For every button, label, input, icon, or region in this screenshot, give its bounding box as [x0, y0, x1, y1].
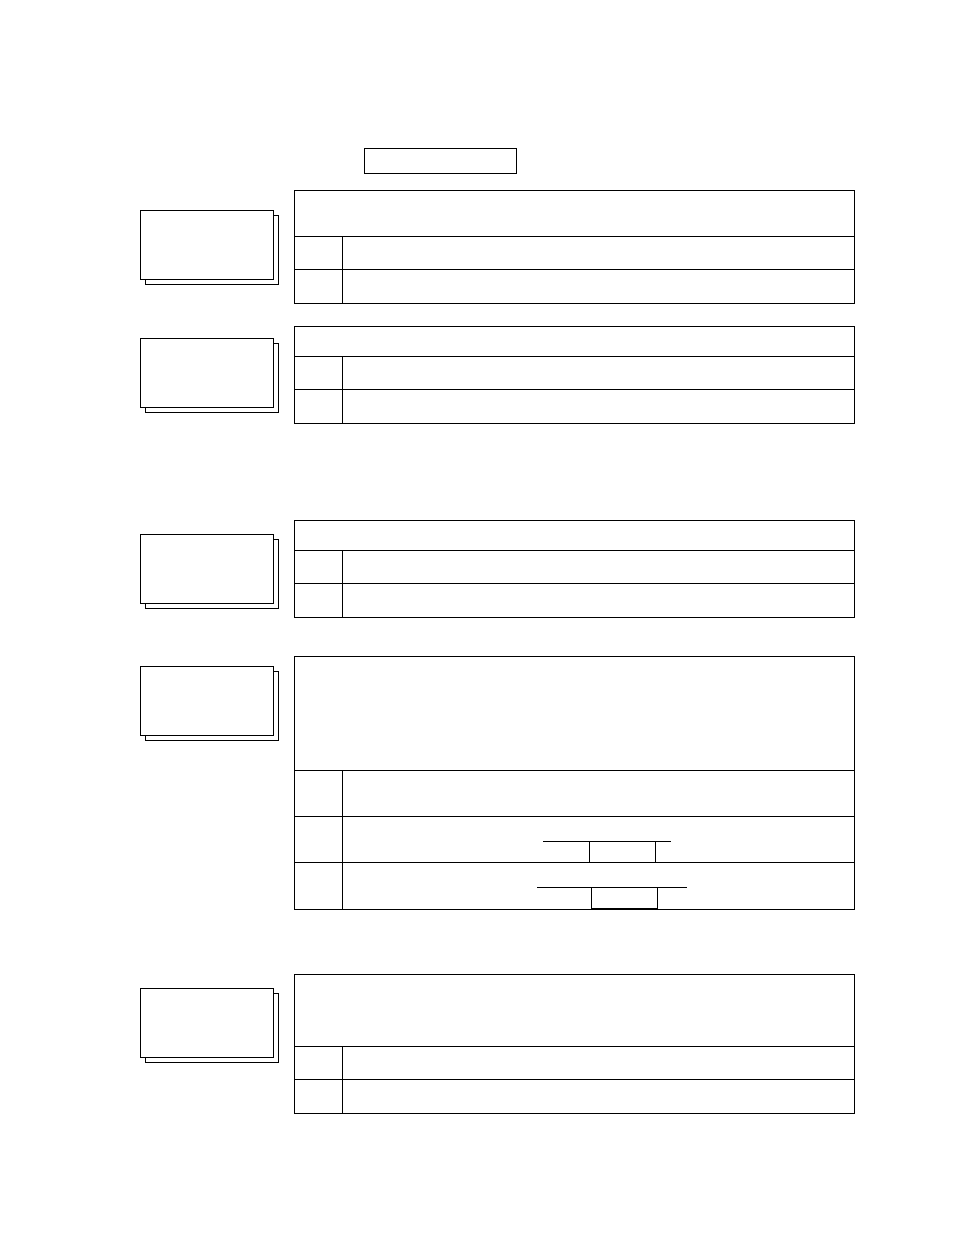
row-number-cell	[295, 357, 343, 389]
row-number-cell	[295, 584, 343, 617]
row-content-cell	[343, 551, 854, 583]
content-block	[294, 974, 855, 1114]
row-content-cell	[343, 357, 854, 389]
row-number-cell	[295, 863, 343, 909]
row-number-cell	[295, 817, 343, 862]
content-block	[294, 656, 855, 910]
row-content-cell	[343, 584, 854, 617]
row-content-cell	[343, 1080, 854, 1113]
table-row	[295, 863, 854, 909]
block-header	[295, 975, 854, 1047]
section-label-box	[140, 988, 274, 1058]
section-label-box	[140, 210, 274, 280]
fill-in-box	[589, 841, 656, 863]
row-content-cell	[343, 390, 854, 423]
table-row	[295, 817, 854, 863]
content-block	[294, 520, 855, 618]
table-row	[295, 551, 854, 584]
row-content-cell	[343, 237, 854, 269]
row-number-cell	[295, 1080, 343, 1113]
table-row	[295, 584, 854, 617]
row-content-cell	[343, 270, 854, 303]
block-header	[295, 521, 854, 551]
table-row	[295, 237, 854, 270]
row-number-cell	[295, 237, 343, 269]
row-content-cell	[343, 817, 854, 862]
row-number-cell	[295, 390, 343, 423]
block-header	[295, 191, 854, 237]
table-row	[295, 270, 854, 303]
table-row	[295, 771, 854, 817]
block-frame	[294, 520, 855, 618]
title-box	[364, 148, 517, 174]
table-row	[295, 1080, 854, 1113]
section-label-box	[140, 666, 274, 736]
content-block	[294, 326, 855, 424]
row-number-cell	[295, 1047, 343, 1079]
row-content-cell	[343, 1047, 854, 1079]
fill-in-box	[591, 887, 658, 909]
block-frame	[294, 656, 855, 910]
block-frame	[294, 326, 855, 424]
row-number-cell	[295, 270, 343, 303]
row-number-cell	[295, 551, 343, 583]
block-header	[295, 657, 854, 771]
row-content-cell	[343, 863, 854, 909]
table-row	[295, 390, 854, 423]
row-content-cell	[343, 771, 854, 816]
section-label-box	[140, 338, 274, 408]
table-row	[295, 1047, 854, 1080]
block-frame	[294, 190, 855, 304]
section-label-box	[140, 534, 274, 604]
row-number-cell	[295, 771, 343, 816]
block-frame	[294, 974, 855, 1114]
table-row	[295, 357, 854, 390]
content-block	[294, 190, 855, 304]
block-header	[295, 327, 854, 357]
